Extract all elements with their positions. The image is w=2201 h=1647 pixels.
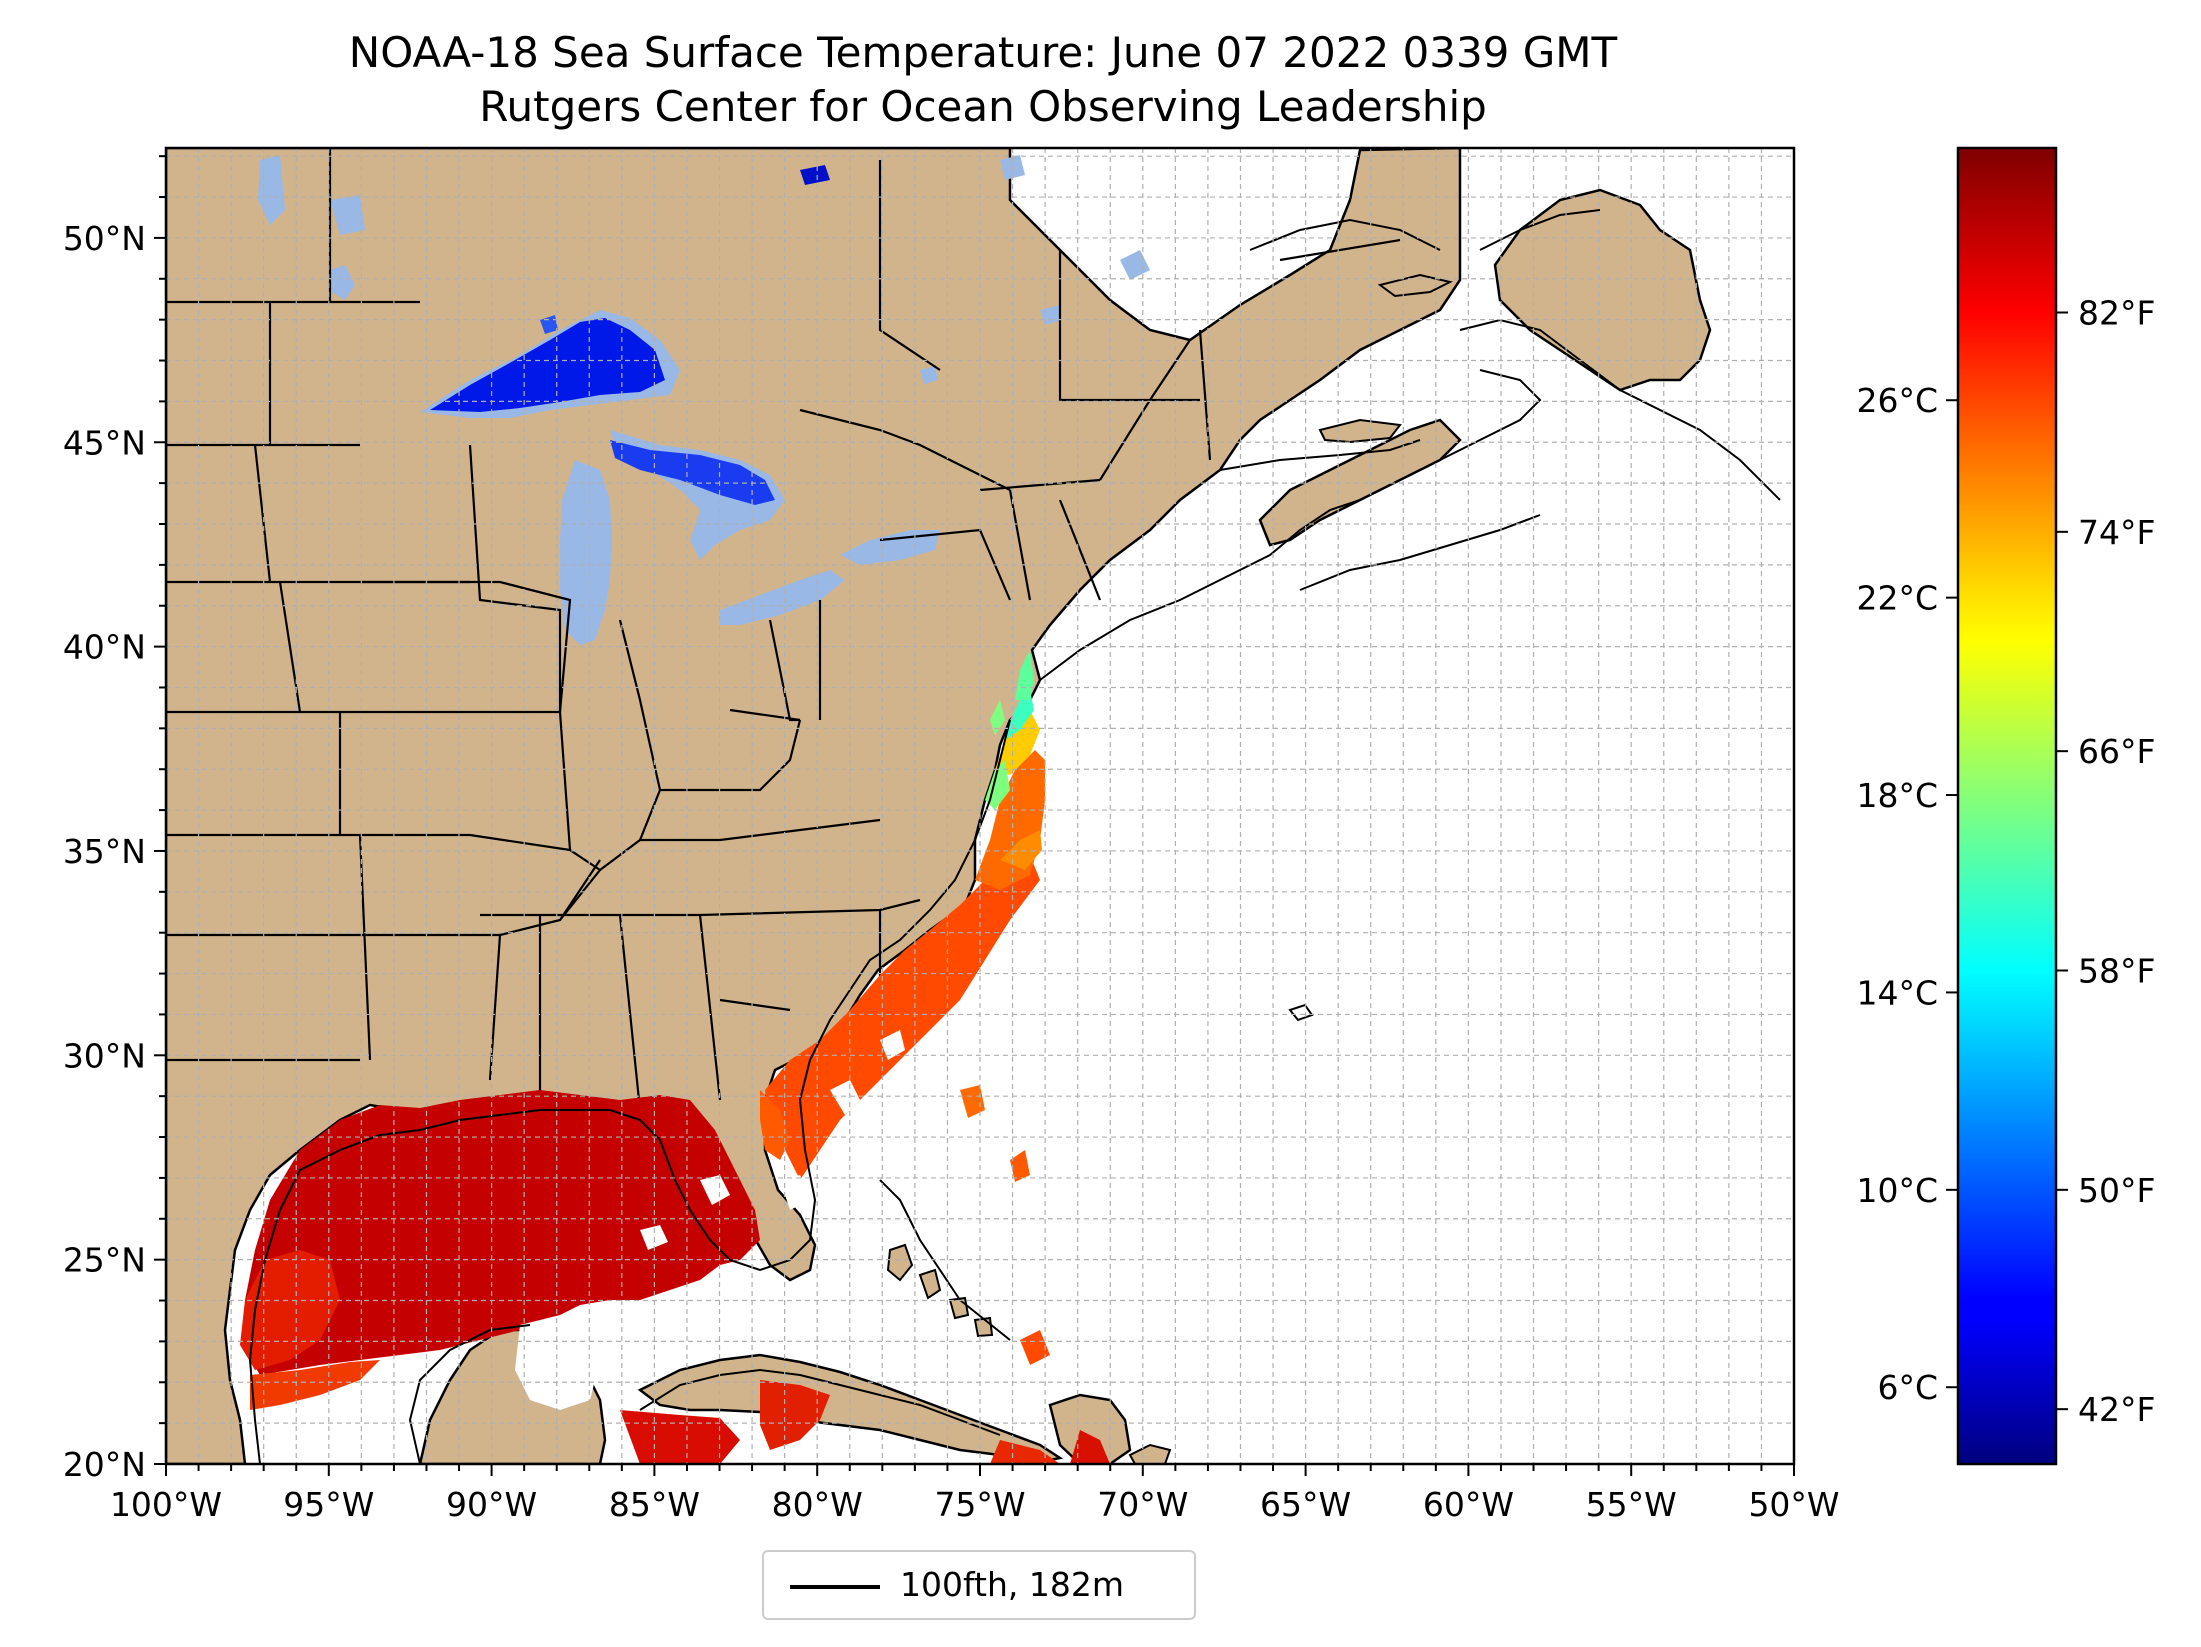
- chart-subtitle: Rutgers Center for Ocean Observing Leade…: [479, 82, 1487, 131]
- longitude-axis: 100°W 95°W 90°W 85°W 80°W 75°W 70°W 65°W 60°W 55°…: [110, 1464, 1840, 1524]
- lon-tick-label: 85°W: [609, 1485, 700, 1524]
- fahrenheit-tick-label: 42°F: [2078, 1390, 2155, 1429]
- land-nova-scotia: [1258, 418, 1462, 547]
- lon-tick-label: 80°W: [772, 1485, 863, 1524]
- colorbar-frame: [1956, 146, 2058, 1466]
- lon-tick-label: 55°W: [1586, 1485, 1677, 1524]
- celsius-tick-label: 22°C: [1856, 579, 1938, 618]
- land-newfoundland: [1493, 188, 1712, 392]
- lon-tick-label: 75°W: [934, 1485, 1025, 1524]
- lon-tick-label: 90°W: [446, 1485, 537, 1524]
- latitude-axis: 50°N 45°N 40°N 35°N 30°N 25°N 20°N: [63, 155, 166, 1484]
- sst-atlantic-gaps: [780, 1030, 905, 1210]
- fahrenheit-tick-label: 50°F: [2078, 1171, 2155, 1210]
- lake-sst-cold: [430, 165, 830, 505]
- lat-tick-label: 45°N: [63, 423, 146, 462]
- legend-label: 100fth, 182m: [900, 1565, 1124, 1604]
- celsius-tick-label: 6°C: [1877, 1368, 1938, 1407]
- sst-gulf-gaps: [370, 1175, 730, 1410]
- fahrenheit-tick-label: 82°F: [2078, 294, 2155, 333]
- land-pei: [1318, 418, 1402, 444]
- lon-tick-label: 95°W: [283, 1485, 374, 1524]
- sst-atlantic: [760, 650, 1050, 1365]
- celsius-tick-label: 10°C: [1856, 1171, 1938, 1210]
- lat-tick-label: 20°N: [63, 1445, 146, 1484]
- lon-tick-label: 100°W: [110, 1485, 222, 1524]
- lon-tick-label: 65°W: [1260, 1485, 1351, 1524]
- map-gridlines: [166, 148, 1794, 1464]
- fahrenheit-tick-label: 66°F: [2078, 732, 2155, 771]
- colorbar-gradient: [1958, 148, 2056, 1464]
- lon-tick-label: 60°W: [1423, 1485, 1514, 1524]
- colorbar-fahrenheit-ticks: 42°F 50°F 58°F 66°F 74°F 82°F: [2056, 294, 2155, 1429]
- lon-tick-label: 50°W: [1748, 1485, 1839, 1524]
- colorbar-celsius-ticks: 6°C 10°C 14°C 18°C 22°C 26°C: [1856, 381, 1958, 1407]
- fahrenheit-tick-label: 74°F: [2078, 513, 2155, 552]
- lat-tick-label: 35°N: [63, 832, 146, 871]
- sst-gulf: [240, 1090, 1110, 1464]
- map-area: [166, 148, 1794, 1464]
- lat-tick-label: 40°N: [63, 628, 146, 667]
- lat-tick-label: 30°N: [63, 1036, 146, 1075]
- legend-line-swatch: [790, 1585, 880, 1589]
- isobath-100fth: [248, 209, 1781, 1464]
- fahrenheit-tick-label: 58°F: [2078, 952, 2155, 991]
- chart-title: NOAA-18 Sea Surface Temperature: June 07…: [348, 28, 1618, 77]
- celsius-tick-label: 14°C: [1856, 973, 1938, 1012]
- celsius-tick-label: 18°C: [1856, 776, 1938, 815]
- lon-tick-label: 70°W: [1097, 1485, 1188, 1524]
- lat-tick-label: 50°N: [63, 219, 146, 258]
- land-bahamas: [886, 1243, 1172, 1464]
- land-anticosti: [1377, 273, 1453, 298]
- legend: 100fth, 182m: [762, 1550, 1196, 1620]
- colorbar: 6°C 10°C 14°C 18°C 22°C 26°C 42°F 50°F 58°F 66°F…: [1856, 146, 2155, 1466]
- lat-tick-label: 25°N: [63, 1241, 146, 1280]
- celsius-tick-label: 26°C: [1856, 381, 1938, 420]
